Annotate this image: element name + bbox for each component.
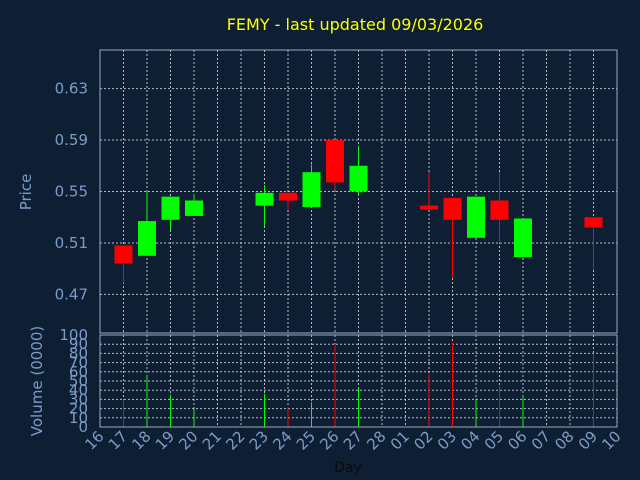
candle-body [349,165,368,192]
candle-body [302,172,321,207]
candle-body [443,197,462,220]
candle-body [161,196,180,220]
day-axis-label: Day [334,460,362,476]
volume-tick-label: 50 [69,372,88,390]
volume-tick-label: 90 [69,335,88,353]
price-tick-label: 0.63 [55,80,88,98]
volume-tick-label: 100 [59,326,88,344]
volume-tick-label: 0 [78,418,88,436]
volume-axis-label: Volume (0000) [28,326,46,436]
day-axis-ticks: 1617181920212223242526272801020304050607… [81,427,624,453]
candle-body [514,218,532,258]
price-tick-label: 0.47 [55,285,88,303]
candle-body [279,192,297,201]
candle-body [138,221,156,256]
volume-panel-frame [99,334,618,428]
price-tick-label: 0.55 [55,183,88,201]
price-axis-label: Price [17,174,35,211]
candle-body [467,196,485,238]
candle-body [326,140,344,183]
candle-body [490,200,509,220]
volume-tick-label: 80 [69,344,88,362]
candle-body [255,192,274,206]
volume-tick-label: 30 [69,390,88,408]
volume-tick-label: 20 [69,400,88,418]
volume-tick-label: 60 [69,363,88,381]
candle-body [584,217,603,228]
price-panel-frame [99,49,618,334]
candle-body [114,245,133,264]
candle-body [420,205,438,210]
price-tick-label: 0.59 [55,131,88,149]
volume-tick-label: 70 [69,354,88,372]
price-candles [114,140,603,283]
price-axis-ticks: 0.47 0.51 0.55 0.59 0.63 [55,80,88,304]
volume-tick-label: 10 [69,409,88,427]
volume-tick-label: 40 [69,381,88,399]
volume-bars [123,342,594,427]
candle-body [185,200,203,216]
price-tick-label: 0.51 [55,234,88,252]
chart-title: FEMY - last updated 09/03/2026 [227,15,484,34]
